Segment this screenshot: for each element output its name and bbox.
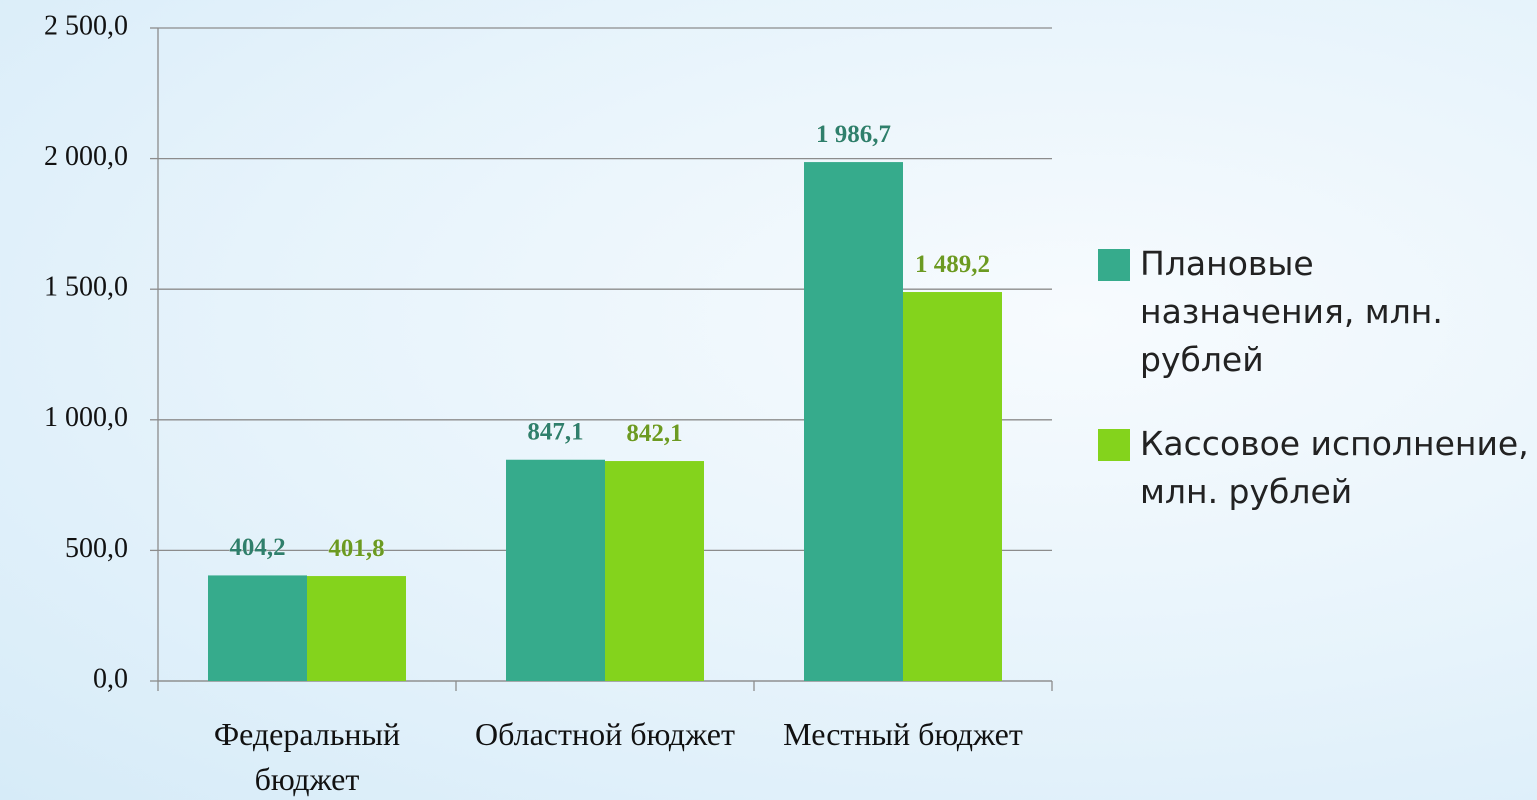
legend-label: Плановые назначения, млн. рублей xyxy=(1140,244,1443,379)
bar xyxy=(208,575,307,681)
y-tick-label: 500,0 xyxy=(65,533,128,564)
y-tick-label: 2 500,0 xyxy=(44,10,128,41)
y-tick-label: 1 500,0 xyxy=(44,272,128,303)
y-tick-label: 2 000,0 xyxy=(44,141,128,172)
bar xyxy=(804,162,903,681)
data-label: 1 986,7 xyxy=(816,121,891,148)
bar xyxy=(903,292,1002,681)
data-label: 842,1 xyxy=(626,420,682,447)
legend-swatch xyxy=(1098,429,1130,461)
data-label: 401,8 xyxy=(328,535,384,562)
x-tick-label: Местный бюджет xyxy=(783,716,1023,752)
x-tick-label: Федеральный бюджет xyxy=(213,716,401,797)
data-label: 404,2 xyxy=(229,534,285,561)
bar xyxy=(605,461,704,681)
legend-swatch xyxy=(1098,249,1130,281)
y-tick-label: 0,0 xyxy=(93,663,128,694)
data-label: 847,1 xyxy=(527,418,583,445)
y-tick-label: 1 000,0 xyxy=(44,402,128,433)
legend-label: Кассовое исполнение, млн. рублей xyxy=(1140,424,1529,511)
bar xyxy=(506,459,605,681)
x-tick-label: Областной бюджет xyxy=(475,716,735,752)
data-label: 1 489,2 xyxy=(915,251,990,278)
bar xyxy=(307,576,406,681)
